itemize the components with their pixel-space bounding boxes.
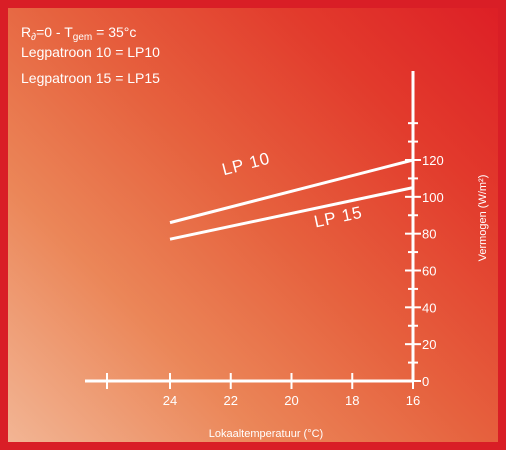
series-label-1: LP 10: [220, 149, 272, 180]
y-tick-label-100: 100: [422, 190, 444, 205]
y-tick-label-20: 20: [422, 337, 436, 352]
series-line-1: [169, 158, 414, 225]
x-tick-label-18: 18: [345, 393, 359, 408]
x-tick-label-22: 22: [224, 393, 238, 408]
y-axis-title: Vermogen (W/m²): [477, 175, 489, 262]
chart-panel: [8, 8, 498, 442]
y-tick-label-0: 0: [422, 374, 429, 389]
legend-lp15: Legpatroon 15 = LP15: [21, 70, 160, 86]
x-tick-label-20: 20: [284, 393, 298, 408]
x-tick-label-24: 24: [163, 393, 177, 408]
legend-lp10: Legpatroon 10 = LP10: [21, 44, 160, 60]
x-axis-title: Lokaaltemperatuur (°C): [209, 428, 323, 440]
y-tick-label-80: 80: [422, 227, 436, 242]
y-tick-label-40: 40: [422, 300, 436, 315]
y-tick-label-120: 120: [422, 153, 444, 168]
x-tick-label-16: 16: [406, 393, 420, 408]
series-line-2: [169, 186, 414, 241]
condition-label: R∂=0 - Tgem = 35°c: [21, 24, 137, 43]
y-tick-label-60: 60: [422, 264, 436, 279]
